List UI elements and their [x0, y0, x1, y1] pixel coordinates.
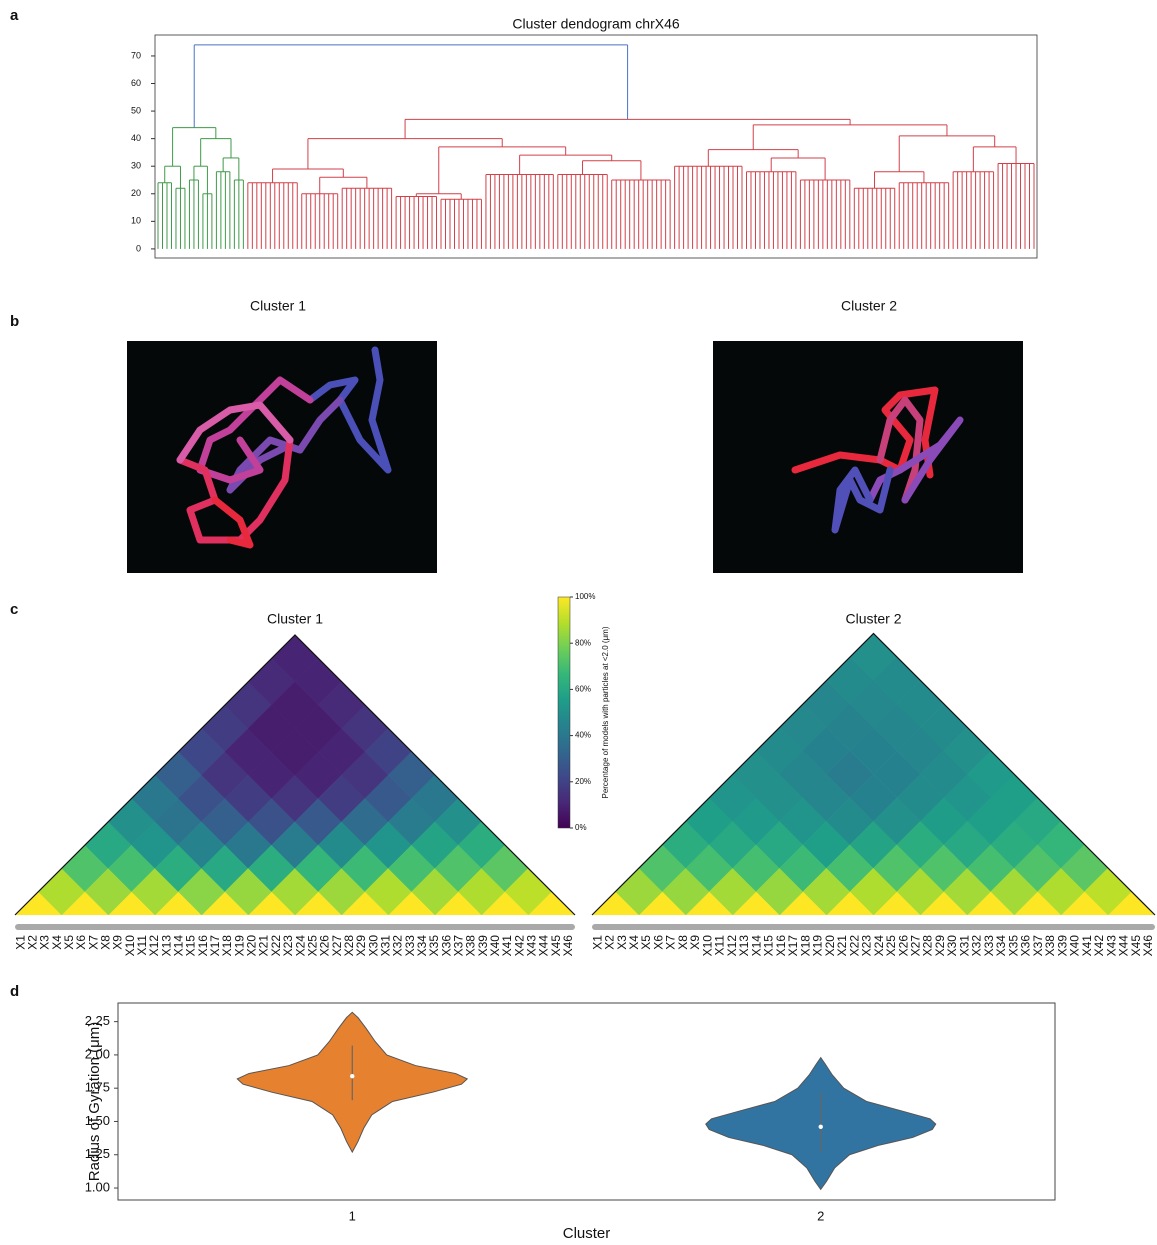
violin-median — [350, 1074, 354, 1078]
axis-bar — [592, 924, 1155, 930]
colorbar-tick-label: 100% — [575, 592, 595, 601]
colorbar-tick-label: 80% — [575, 638, 591, 647]
y-axis-label: Radius of Gyration (μm) — [86, 1022, 103, 1182]
y-tick-label: 10 — [131, 216, 141, 226]
colorbar-tick-label: 60% — [575, 685, 591, 694]
y-tick-label: 60 — [131, 78, 141, 88]
heatmap-title: Cluster 2 — [845, 611, 901, 627]
position-label: X46 — [561, 935, 575, 957]
panel-letter: d — [10, 983, 19, 1000]
structure-title: Cluster 1 — [250, 298, 306, 314]
colorbar — [558, 597, 570, 828]
structure-image — [127, 341, 1023, 573]
structure-title: Cluster 2 — [841, 298, 897, 314]
heatmap — [592, 634, 1155, 916]
panel-letter: b — [10, 313, 19, 330]
heatmap — [15, 635, 575, 915]
y-tick-label: 20 — [131, 188, 141, 198]
panel-letter: c — [10, 601, 18, 618]
y-tick-label: 70 — [131, 50, 141, 60]
x-axis-label: Cluster — [563, 1225, 611, 1242]
position-label: X46 — [1141, 935, 1155, 957]
y-tick-label: 30 — [131, 161, 141, 171]
plot-frame — [118, 1003, 1055, 1200]
colorbar-tick-label: 0% — [575, 823, 587, 832]
panel-letter: a — [10, 7, 19, 24]
figure: a b c d Cluster 1 Cluster 2 Cluster dend… — [0, 0, 1157, 1245]
x-tick-label: 1 — [349, 1208, 356, 1223]
plot-frame — [155, 35, 1037, 258]
axis-bar — [15, 924, 575, 930]
heatmap-title: Cluster 1 — [267, 611, 323, 627]
y-tick-label: 40 — [131, 133, 141, 143]
colorbar-label: Percentage of models with particles at <… — [601, 626, 610, 798]
y-tick-label: 0 — [136, 243, 141, 253]
colorbar-tick-label: 20% — [575, 777, 591, 786]
colorbar-tick-label: 40% — [575, 731, 591, 740]
chart-title: Cluster dendogram chrX46 — [512, 16, 680, 32]
y-tick-label: 50 — [131, 105, 141, 115]
x-tick-label: 2 — [817, 1208, 824, 1223]
violin-median — [819, 1125, 823, 1129]
